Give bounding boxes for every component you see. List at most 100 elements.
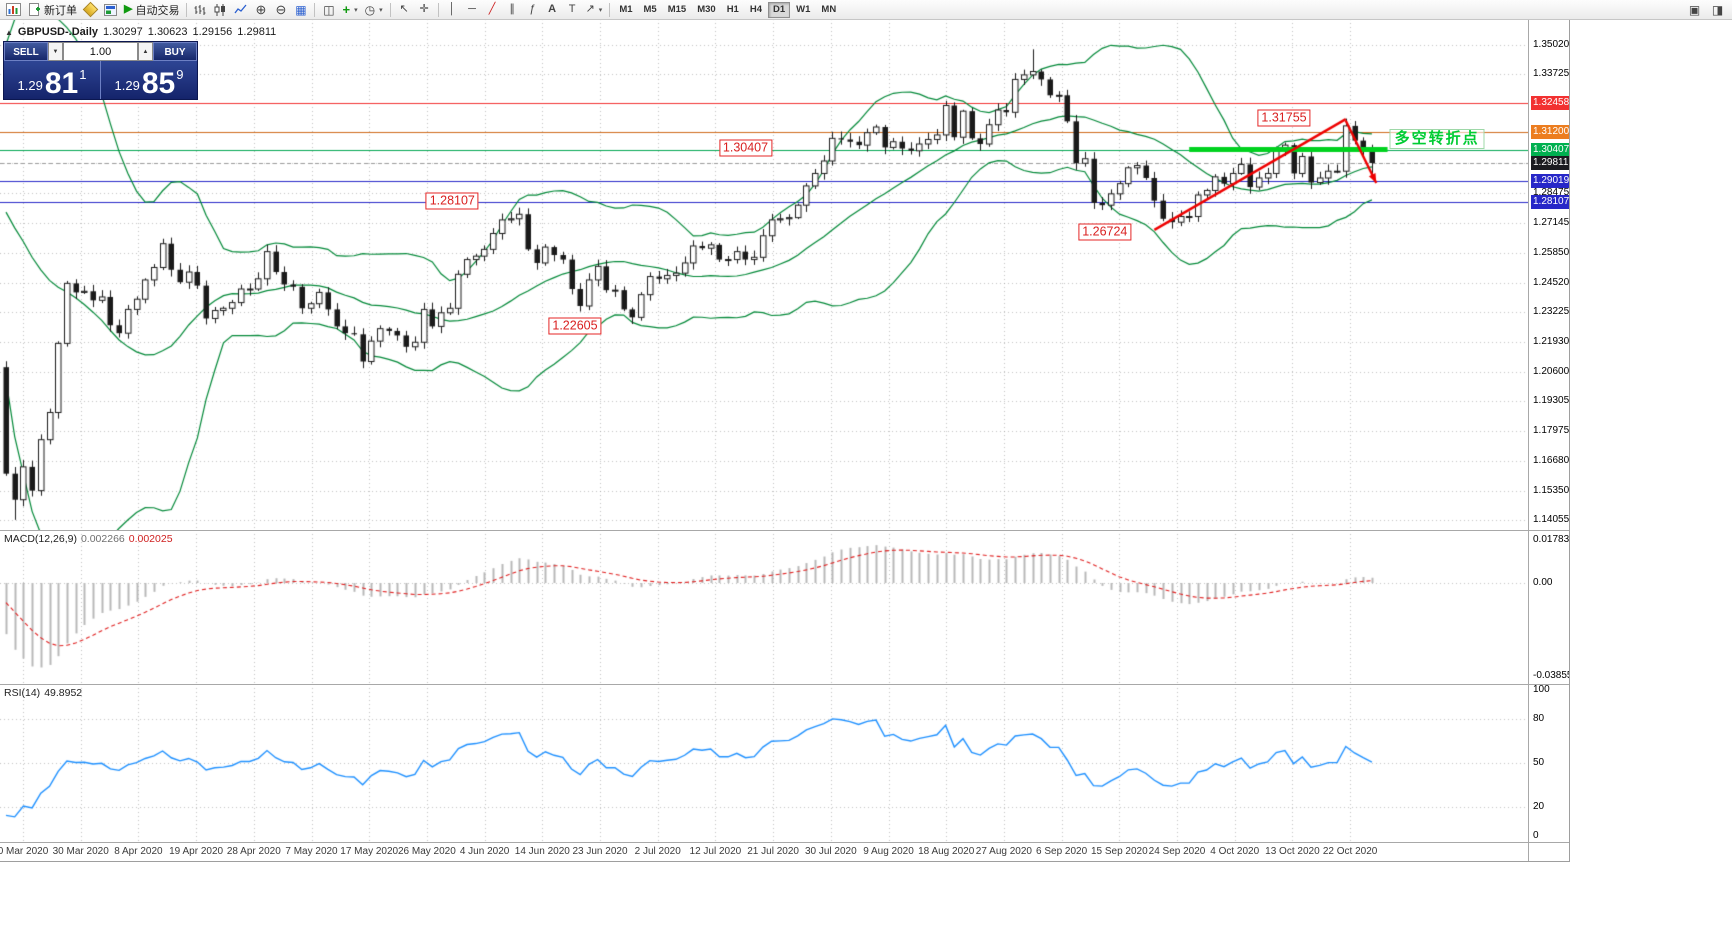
price-axis-tick: 1.27145 (1533, 217, 1570, 229)
main-chart-canvas[interactable] (0, 19, 1528, 530)
timeframe-button-m1[interactable]: M1 (614, 2, 637, 18)
macd-axis-label: 0.017833 (1533, 534, 1570, 545)
price-callout-label[interactable]: 1.28107 (425, 192, 479, 210)
sell-price-sup: 1 (79, 67, 87, 82)
date-axis-label: 27 Aug 2020 (975, 846, 1032, 857)
price-axis-tick: 1.24520 (1533, 276, 1570, 288)
window-layout-button[interactable]: ▣ (1685, 1, 1704, 18)
price-axis-level-label: 1.32458 (1531, 96, 1570, 111)
timeframe-button-mn[interactable]: MN (816, 2, 841, 18)
new-order-icon (29, 3, 40, 16)
fibonacci-tool-button[interactable]: ƒ (523, 1, 542, 18)
rsi-panel-canvas[interactable] (0, 684, 1528, 842)
rsi-panel-separator[interactable] (0, 684, 1569, 685)
date-axis-label: 9 Aug 2020 (863, 846, 914, 857)
oneclick-toggle-icon[interactable]: ▲ (5, 27, 13, 37)
macd-panel-canvas[interactable] (0, 530, 1528, 684)
date-axis-label: 15 Sep 2020 (1090, 846, 1148, 857)
bar-chart-button[interactable] (191, 1, 210, 18)
tile-windows-icon: ▦ (295, 2, 307, 17)
channel-icon: ∥ (509, 3, 515, 15)
add-indicator-icon: + (342, 2, 351, 17)
buy-price-big: 85 (141, 66, 176, 100)
tile-windows-button[interactable]: ▦ (291, 1, 310, 18)
arrows-tool-button[interactable]: ↗ ▾ (583, 1, 606, 18)
window-split-button[interactable]: ◨ (1708, 1, 1727, 18)
timeframe-button-m5[interactable]: M5 (639, 2, 662, 18)
volume-decrease-button[interactable]: ▼ (48, 42, 63, 61)
new-order-label: 新订单 (44, 4, 77, 17)
new-order-button[interactable]: 新订单 (25, 1, 80, 18)
ohlc-close: 1.29811 (237, 26, 277, 38)
sell-button[interactable]: SELL (4, 42, 48, 61)
trendline-tool-button[interactable]: ╱ (483, 1, 502, 18)
window-layout-icon: ▣ (1688, 2, 1701, 17)
buy-button[interactable]: BUY (153, 42, 197, 61)
chart-symbol-title: GBPUSD-.Daily (17, 26, 98, 38)
price-callout-label[interactable]: 1.22605 (548, 317, 602, 335)
main-toolbar: 新订单 ▶ 自动交易 ⊕ ⊖ ▦ ◫ + ▾ ◷ ▾ ↖ ✛ │ ─ ╱ ∥ ƒ A… (0, 0, 1732, 20)
one-click-trading-panel: SELL ▼ ▲ BUY 1.29 81 1 1.29 85 9 (3, 41, 198, 100)
label-tool-icon: T (568, 3, 576, 15)
volume-increase-button[interactable]: ▲ (138, 42, 153, 61)
toolbar-separator (609, 2, 611, 17)
horizontal-line-tool-button[interactable]: ─ (463, 1, 482, 18)
cascade-windows-button[interactable]: ◫ (319, 1, 338, 18)
price-axis-tick: 1.16680 (1533, 454, 1570, 466)
channel-tool-button[interactable]: ∥ (503, 1, 522, 18)
timeframe-group: M1 M5 M15 M30 H1 H4 D1 W1 MN (614, 1, 841, 18)
terminal-icon (104, 3, 117, 16)
zoom-in-button[interactable]: ⊕ (251, 1, 270, 18)
timeframe-button-h1[interactable]: H1 (722, 2, 744, 18)
timeframe-button-h4[interactable]: H4 (745, 2, 767, 18)
price-axis-tick: 1.35020 (1533, 39, 1570, 50)
timeframe-button-m30[interactable]: M30 (692, 2, 720, 18)
rsi-axis-label: 80 (1533, 713, 1545, 725)
crosshair-tool-button[interactable]: ✛ (415, 1, 434, 18)
timeframe-button-d1[interactable]: D1 (768, 1, 791, 18)
date-axis-label: 19 Apr 2020 (169, 846, 224, 857)
horizontal-line-icon: ─ (468, 3, 476, 15)
label-tool-button[interactable]: T (563, 1, 582, 18)
rsi-indicator-label: RSI(14) 49.8952 (4, 687, 83, 699)
annotation-note[interactable]: 多空转折点 (1389, 129, 1485, 150)
date-axis-label: 23 Jun 2020 (572, 846, 628, 857)
periods-button[interactable]: ◷ ▾ (362, 1, 386, 18)
price-axis-tick: 1.20600 (1533, 365, 1570, 377)
macd-panel-separator[interactable] (0, 530, 1569, 531)
new-chart-button[interactable] (3, 1, 24, 18)
volume-input[interactable] (63, 42, 138, 61)
price-callout-label[interactable]: 1.26724 (1078, 223, 1132, 241)
buy-price-display[interactable]: 1.29 85 9 (101, 61, 197, 99)
terminal-button[interactable] (101, 1, 120, 18)
rsi-axis-label: 50 (1533, 757, 1545, 768)
vertical-line-tool-button[interactable]: │ (443, 1, 462, 18)
candlestick-chart-icon (214, 3, 226, 16)
price-axis-tick: 1.17975 (1533, 425, 1570, 437)
metaeditor-button[interactable] (81, 1, 100, 18)
price-axis-tick: 1.21930 (1533, 335, 1570, 347)
toolbar-separator (437, 2, 439, 17)
date-axis-label: 30 Mar 2020 (52, 846, 109, 857)
text-tool-button[interactable]: A (543, 1, 562, 18)
date-axis-label: 21 Jul 2020 (747, 846, 799, 857)
zoom-out-button[interactable]: ⊖ (271, 1, 290, 18)
date-axis-label: 14 Jun 2020 (514, 846, 570, 857)
time-axis-separator (0, 842, 1569, 843)
chart-overlay-layer: 1.35020 1.33725 1.32458 1.31200 1.30407 1.298… (0, 19, 1569, 861)
autotrading-label: 自动交易 (135, 4, 180, 17)
add-indicator-button[interactable]: + ▾ (339, 1, 360, 18)
line-chart-button[interactable] (231, 1, 250, 18)
fibonacci-icon: ƒ (529, 3, 536, 15)
sell-price-display[interactable]: 1.29 81 1 (4, 61, 100, 99)
timeframe-button-w1[interactable]: W1 (791, 2, 815, 18)
timeframe-button-m15[interactable]: M15 (663, 2, 691, 18)
cursor-tool-button[interactable]: ↖ (395, 1, 414, 18)
price-axis-level-label: 1.30407 (1531, 142, 1570, 157)
candlestick-chart-button[interactable] (211, 1, 230, 18)
price-callout-label[interactable]: 1.31755 (1257, 109, 1311, 127)
toolbar-right-group: ▣ ◨ (1685, 1, 1727, 18)
autotrading-button[interactable]: ▶ 自动交易 (121, 1, 182, 18)
price-callout-label[interactable]: 1.30407 (718, 139, 773, 157)
price-axis-level-label: 1.29019 (1531, 173, 1570, 188)
